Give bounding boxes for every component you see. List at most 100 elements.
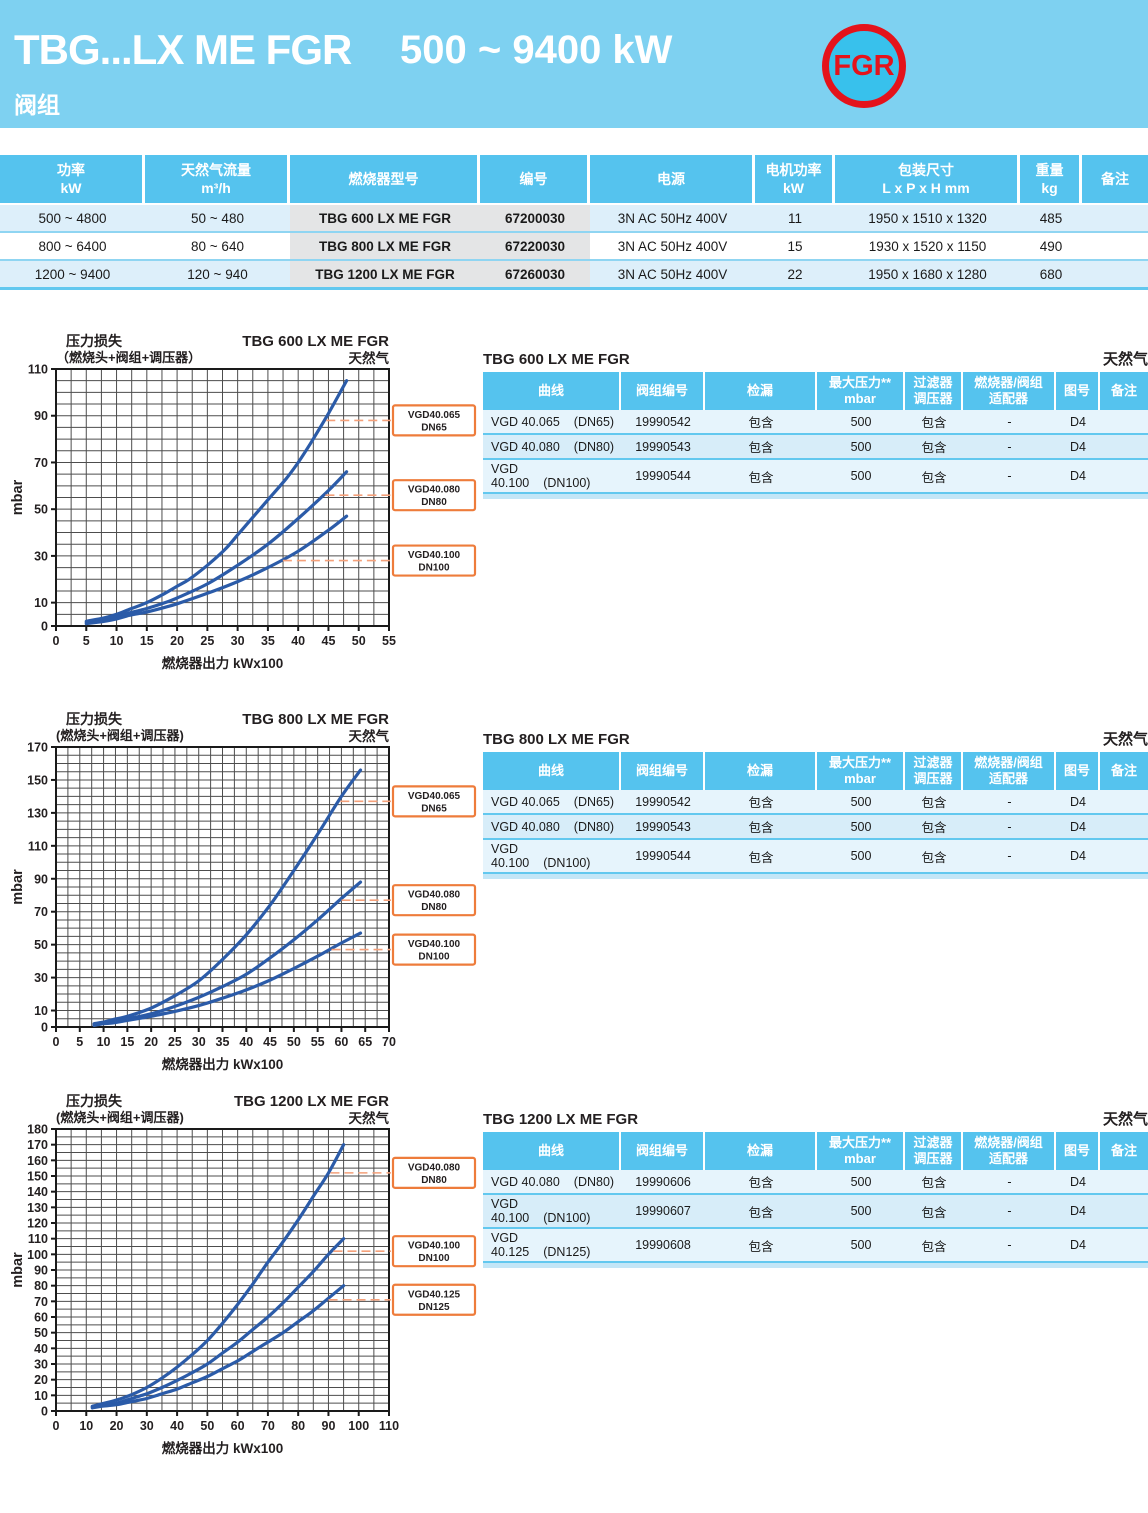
svg-text:60: 60: [334, 1035, 348, 1049]
svg-text:DN65: DN65: [421, 803, 447, 814]
svg-text:DN100: DN100: [418, 1253, 450, 1264]
valve-group-table: 曲线 阀组编号 检漏 最大压力** mbar 过滤器 调压器 燃烧器/阀组 适配器 图号 备注 VGD…: [483, 1132, 1148, 1263]
svg-text:50: 50: [34, 503, 48, 517]
cell: 包含: [905, 460, 963, 494]
curve-cell: VGD 40.065 (DN65): [483, 410, 621, 435]
column-header: 备注: [1100, 752, 1148, 790]
svg-text:40: 40: [239, 1035, 253, 1049]
cell: 包含: [905, 815, 963, 840]
series-line-DN100: [90, 1237, 346, 1409]
svg-text:110: 110: [379, 1419, 399, 1433]
table-row: VGD 40.065 (DN65) 19990542 包含 500 包含 - D4: [483, 790, 1148, 815]
svg-text:180: 180: [27, 1123, 48, 1137]
svg-text:mbar: mbar: [10, 479, 26, 515]
cell: 500 ~ 4800: [0, 205, 145, 233]
svg-text:0: 0: [53, 1035, 60, 1049]
svg-text:VGD40.100: VGD40.100: [408, 550, 461, 561]
svg-text:TBG 600 LX ME FGR: TBG 600 LX ME FGR: [242, 333, 389, 350]
x-axis: 0 5 10 15 20 25 30 35 40 45 50 55 60 65 70 燃烧器出力 kWx100: [53, 1027, 396, 1072]
page-subtitle: 阀组: [14, 92, 60, 118]
svg-text:VGD40.125: VGD40.125: [408, 1289, 461, 1300]
svg-text:5: 5: [83, 634, 90, 648]
column-header: 阀组编号: [621, 752, 705, 790]
column-header: 曲线: [483, 372, 621, 410]
svg-text:150: 150: [27, 1170, 48, 1184]
cell: 包含: [905, 790, 963, 815]
cell: TBG 800 LX ME FGR: [290, 233, 480, 261]
svg-text:30: 30: [34, 971, 48, 985]
series-line-DN65: [84, 379, 349, 623]
cell: 3N AC 50Hz 400V: [590, 233, 755, 261]
cell: 19990606: [621, 1170, 705, 1195]
cell: [1100, 815, 1148, 840]
cell: 3N AC 50Hz 400V: [590, 205, 755, 233]
table-row: VGD 40.080 (DN80) 19990543 包含 500 包含 - D4: [483, 435, 1148, 460]
table-bottom-strip: [483, 494, 1148, 499]
svg-text:30: 30: [140, 1419, 154, 1433]
column-header: 过滤器 调压器: [905, 1132, 963, 1170]
svg-text:80: 80: [291, 1419, 305, 1433]
burner-models-table: 功率 kW 天然气流量 m³/h 燃烧器型号 编号 电源 电机功率 kW 包装尺寸 L x P x …: [0, 155, 1148, 290]
cell: D4: [1056, 815, 1100, 840]
cell: TBG 600 LX ME FGR: [290, 205, 480, 233]
svg-text:30: 30: [34, 549, 48, 563]
cell: 67260030: [480, 261, 590, 290]
column-header: 备注: [1100, 1132, 1148, 1170]
gas-type-label: 天然气: [1102, 1111, 1148, 1128]
svg-text:压力损失: 压力损失: [66, 1093, 123, 1109]
svg-text:130: 130: [27, 1201, 48, 1215]
column-header: 功率 kW: [0, 155, 145, 205]
series-line-DN65: [92, 768, 363, 1026]
svg-text:140: 140: [27, 1185, 48, 1199]
svg-text:40: 40: [291, 634, 305, 648]
cell: [1100, 1229, 1148, 1263]
svg-text:压力损失: 压力损失: [66, 333, 123, 349]
svg-text:DN80: DN80: [421, 497, 447, 508]
cell: 50 ~ 480: [145, 205, 290, 233]
curve-cell: VGD 40.065 (DN65): [483, 790, 621, 815]
svg-text:160: 160: [27, 1154, 48, 1168]
svg-text:天然气: 天然气: [349, 728, 390, 744]
svg-text:DN125: DN125: [418, 1302, 450, 1313]
cell: D4: [1056, 1170, 1100, 1195]
svg-text:110: 110: [28, 839, 48, 853]
column-header: 阀组编号: [621, 372, 705, 410]
cell: [1082, 261, 1148, 290]
cell: -: [963, 790, 1056, 815]
cell: 485: [1020, 205, 1082, 233]
section-title: TBG 1200 LX ME FGR: [483, 1111, 639, 1128]
cell: 包含: [705, 1195, 817, 1229]
table-row: VGD 40.100 (DN100) 19990544 包含 500 包含 - D4: [483, 460, 1148, 494]
table-row: VGD 40.080 (DN80) 19990543 包含 500 包含 - D4: [483, 815, 1148, 840]
cell: 80 ~ 640: [145, 233, 290, 261]
cell: -: [963, 815, 1056, 840]
gas-type-label: 天然气: [1102, 351, 1148, 368]
table-row: 500 ~ 4800 50 ~ 480 TBG 600 LX ME FGR 67200…: [0, 205, 1148, 233]
column-header: 图号: [1056, 372, 1100, 410]
column-header: 图号: [1056, 752, 1100, 790]
svg-text:100: 100: [348, 1419, 369, 1433]
cell: [1100, 410, 1148, 435]
cell: D4: [1056, 410, 1100, 435]
svg-text:30: 30: [34, 1358, 48, 1372]
cell: 1200 ~ 9400: [0, 261, 145, 290]
table-row: VGD 40.100 (DN100) 19990607 包含 500 包含 - D4: [483, 1195, 1148, 1229]
pressure-loss-chart-tbg800: 压力损失 (燃烧头+阀组+调压器) TBG 800 LX ME FGR 天然气 0 5 10…: [8, 711, 480, 1088]
valve-group-section-tbg1200: TBG 1200 LX ME FGR 天然气 曲线 阀组编号 检漏 最大压力** mba…: [483, 1108, 1148, 1268]
page-title: TBG...LX ME FGR: [14, 26, 352, 73]
cell: 19990543: [621, 815, 705, 840]
gas-type-label: 天然气: [1102, 731, 1148, 748]
svg-text:0: 0: [41, 1405, 48, 1419]
curve-cell: VGD 40.100 (DN100): [483, 840, 621, 874]
cell: -: [963, 460, 1056, 494]
svg-text:0: 0: [53, 634, 60, 648]
svg-text:10: 10: [79, 1419, 93, 1433]
cell: [1100, 790, 1148, 815]
